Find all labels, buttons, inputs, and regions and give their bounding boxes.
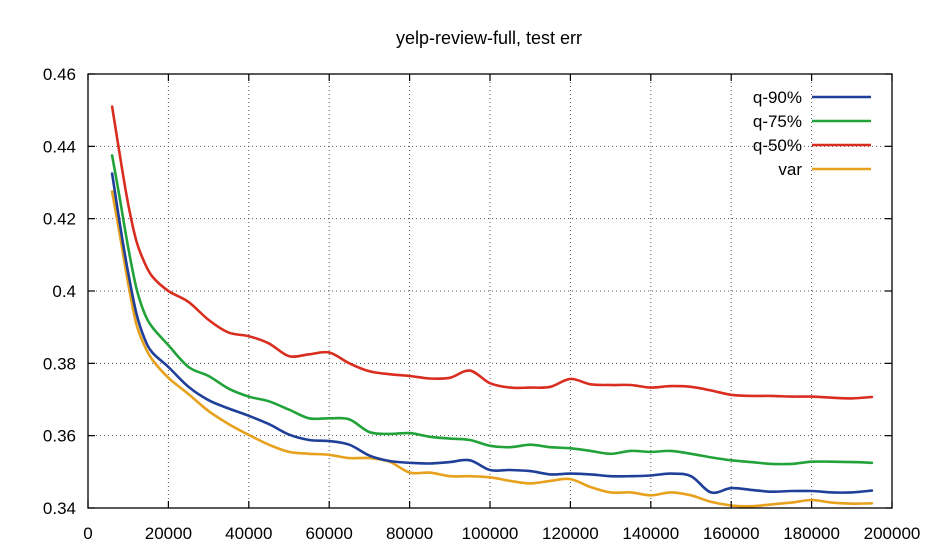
x-tick-label: 20000 — [145, 524, 192, 543]
x-tick-label: 60000 — [306, 524, 353, 543]
x-tick-label: 140000 — [622, 524, 679, 543]
series-layer — [110, 105, 874, 508]
x-tick-label: 100000 — [462, 524, 519, 543]
y-tick-label: 0.42 — [43, 210, 76, 229]
x-tick-label: 80000 — [386, 524, 433, 543]
x-tick-label: 120000 — [542, 524, 599, 543]
grid — [88, 74, 892, 508]
y-tick-label: 0.38 — [43, 354, 76, 373]
series-line-q-90pct — [110, 172, 874, 495]
legend-label: q-90% — [753, 88, 802, 107]
x-tick-label: 160000 — [703, 524, 760, 543]
y-tick-label: 0.46 — [43, 65, 76, 84]
y-tick-label: 0.34 — [43, 499, 76, 518]
series-line-q-50pct — [110, 105, 874, 400]
series-line-q-75pct — [110, 154, 874, 466]
axis-ticks: 0 20000 40000 60000 80000 100000 120000 140000 1… — [43, 65, 920, 543]
legend-label: var — [778, 160, 802, 179]
x-tick-label: 0 — [83, 524, 92, 543]
x-tick-label: 200000 — [864, 524, 921, 543]
y-tick-label: 0.36 — [43, 427, 76, 446]
x-tick-label: 40000 — [225, 524, 272, 543]
chart-title: yelp-review-full, test err — [396, 28, 582, 48]
legend-label: q-50% — [753, 136, 802, 155]
x-tick-label: 180000 — [783, 524, 840, 543]
series-line-var — [110, 190, 874, 508]
legend: q-90% q-75% q-50% var — [753, 88, 871, 179]
legend-label: q-75% — [753, 112, 802, 131]
y-tick-label: 0.4 — [52, 282, 76, 301]
y-tick-label: 0.44 — [43, 137, 76, 156]
